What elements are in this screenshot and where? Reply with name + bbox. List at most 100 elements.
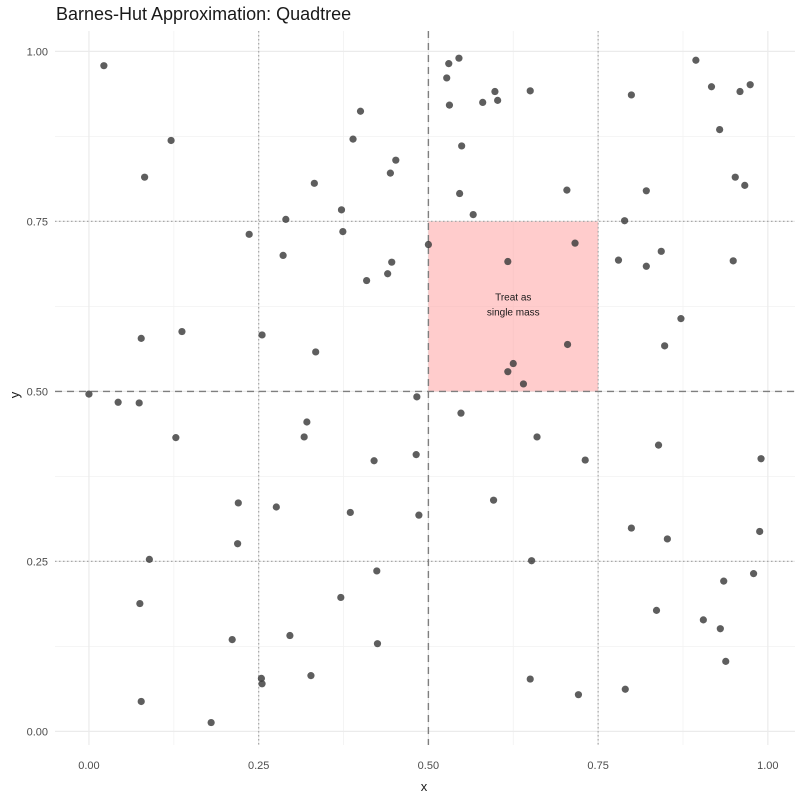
data-point bbox=[392, 156, 400, 164]
data-point bbox=[563, 340, 572, 349]
data-point bbox=[455, 54, 463, 62]
grid-layer bbox=[55, 31, 795, 745]
y-tick-label: 1.00 bbox=[27, 46, 48, 58]
data-point bbox=[526, 675, 534, 683]
y-tick-label: 0.75 bbox=[27, 216, 48, 228]
data-point bbox=[337, 593, 345, 602]
data-point bbox=[234, 499, 242, 507]
data-point bbox=[412, 451, 420, 459]
data-point bbox=[489, 496, 498, 504]
data-point bbox=[707, 83, 716, 91]
data-point bbox=[479, 98, 487, 106]
data-point bbox=[519, 380, 528, 388]
data-point bbox=[731, 173, 739, 181]
data-point bbox=[574, 691, 583, 699]
x-tick-label: 0.00 bbox=[78, 760, 99, 772]
data-point bbox=[279, 251, 287, 259]
x-axis-title: x bbox=[421, 779, 428, 794]
annotation-line-1: Treat as bbox=[495, 292, 531, 303]
data-point bbox=[722, 657, 730, 665]
data-point bbox=[234, 540, 242, 548]
data-point bbox=[346, 508, 354, 517]
data-point bbox=[677, 315, 685, 323]
data-point bbox=[258, 331, 266, 339]
data-point bbox=[692, 56, 700, 64]
data-point bbox=[729, 257, 737, 265]
data-point bbox=[303, 418, 311, 426]
data-point-layer bbox=[85, 54, 765, 727]
data-point bbox=[272, 503, 280, 511]
y-tick-label: 0.50 bbox=[27, 386, 48, 398]
data-point bbox=[363, 276, 371, 285]
x-tick-label: 0.50 bbox=[418, 760, 439, 772]
data-point bbox=[757, 455, 765, 463]
data-point bbox=[373, 567, 381, 575]
data-point bbox=[207, 718, 215, 727]
data-point bbox=[178, 327, 186, 336]
data-point bbox=[135, 399, 143, 407]
data-point bbox=[137, 697, 145, 706]
annotation-line-2: single mass bbox=[487, 307, 540, 318]
data-point bbox=[494, 96, 502, 104]
data-point bbox=[373, 640, 382, 648]
data-point bbox=[85, 390, 93, 398]
data-point bbox=[504, 257, 512, 266]
data-point bbox=[654, 441, 663, 449]
quadtree-divider-layer bbox=[55, 31, 795, 745]
data-point bbox=[663, 535, 671, 543]
data-point bbox=[749, 570, 758, 578]
data-point bbox=[652, 606, 661, 614]
data-point bbox=[172, 434, 180, 442]
data-point bbox=[457, 409, 465, 417]
data-point bbox=[312, 348, 320, 356]
data-point bbox=[533, 433, 541, 441]
data-point bbox=[741, 181, 749, 189]
data-point bbox=[370, 457, 378, 465]
data-point bbox=[620, 217, 629, 225]
data-point bbox=[114, 398, 122, 406]
data-point bbox=[286, 631, 294, 640]
data-point bbox=[339, 228, 347, 236]
data-point bbox=[307, 672, 315, 680]
data-point bbox=[491, 87, 499, 96]
data-point bbox=[245, 230, 253, 238]
tick-label-layer: 0.00 0.25 0.50 0.75 1.00 0.00 0.25 0.50 0.75 1.00 bbox=[27, 46, 779, 772]
data-point bbox=[509, 359, 517, 368]
data-point bbox=[137, 334, 145, 342]
data-point bbox=[100, 62, 108, 70]
data-point bbox=[228, 636, 236, 644]
data-point bbox=[356, 107, 365, 115]
data-point bbox=[716, 126, 724, 134]
data-point bbox=[257, 674, 265, 682]
data-point bbox=[736, 87, 744, 96]
data-point bbox=[661, 342, 669, 350]
x-tick-label: 1.00 bbox=[757, 760, 778, 772]
data-point bbox=[282, 215, 290, 223]
data-point bbox=[469, 211, 477, 219]
data-point bbox=[527, 557, 536, 565]
x-tick-label: 0.25 bbox=[248, 760, 269, 772]
data-point bbox=[386, 169, 394, 177]
data-point bbox=[642, 262, 650, 270]
data-point bbox=[384, 270, 392, 278]
data-point bbox=[571, 239, 579, 247]
data-point bbox=[167, 136, 175, 145]
data-point bbox=[300, 433, 308, 441]
data-point bbox=[627, 524, 635, 532]
y-tick-label: 0.00 bbox=[27, 726, 48, 738]
data-point bbox=[699, 616, 707, 624]
data-point bbox=[388, 258, 396, 266]
data-point bbox=[614, 256, 623, 264]
data-point bbox=[310, 179, 318, 187]
data-point bbox=[337, 206, 346, 214]
data-point bbox=[621, 685, 629, 693]
data-point bbox=[716, 625, 724, 633]
data-point bbox=[136, 599, 144, 608]
data-point bbox=[627, 91, 635, 99]
data-point bbox=[424, 240, 432, 249]
data-point bbox=[756, 527, 764, 536]
x-tick-label: 0.75 bbox=[587, 760, 608, 772]
data-point bbox=[456, 189, 464, 198]
data-point bbox=[458, 142, 466, 150]
